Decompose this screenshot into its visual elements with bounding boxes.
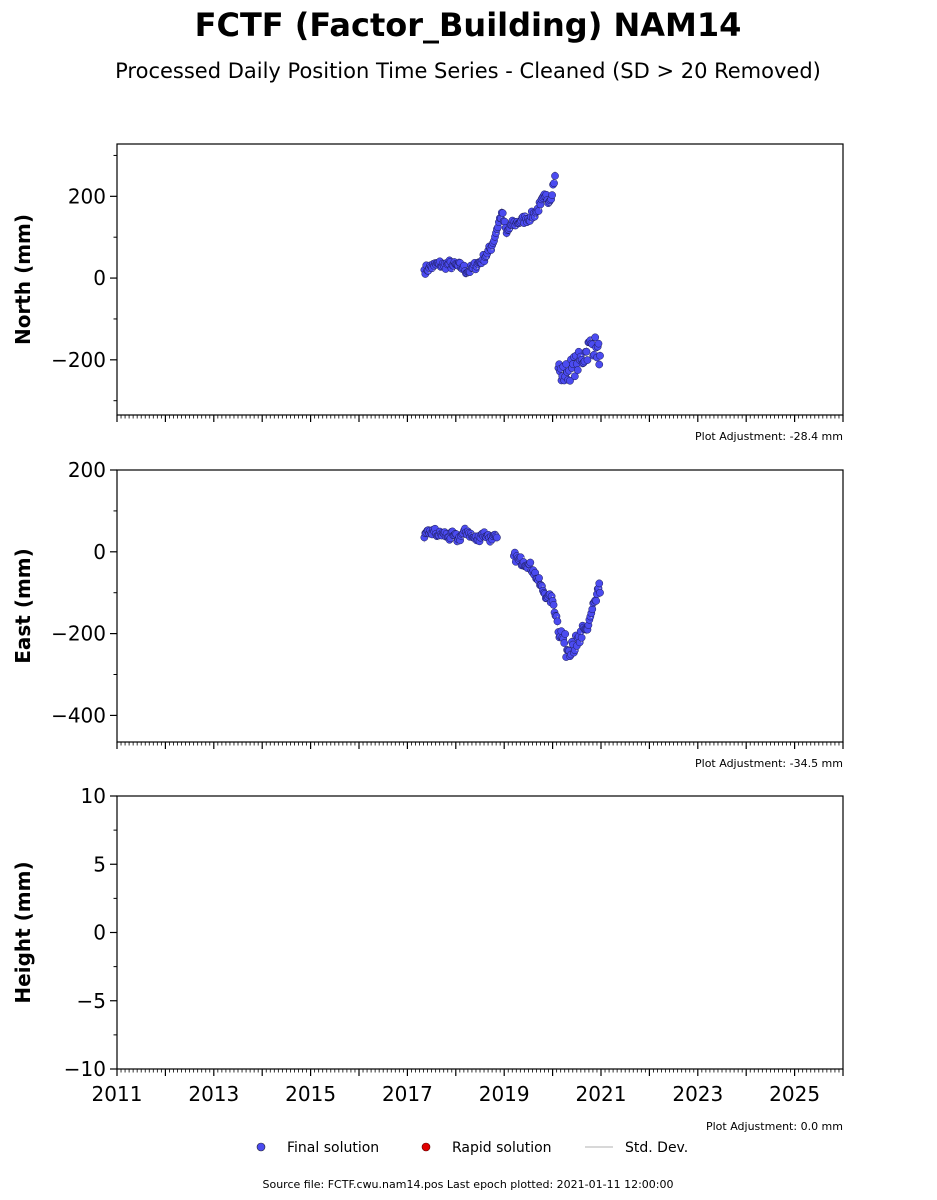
plot-adjustment-east: Plot Adjustment: -34.5 mm xyxy=(695,757,843,770)
y-tick-label-height: 10 xyxy=(81,784,106,808)
x-tick-label: 2023 xyxy=(672,1082,723,1106)
y-axis-label-east: East (mm) xyxy=(11,548,35,664)
plot-frame-height xyxy=(116,795,844,1070)
chart-subtitle: Processed Daily Position Time Series - C… xyxy=(115,59,821,83)
data-point-north xyxy=(573,366,582,374)
y-tick-label-north: 0 xyxy=(93,266,106,290)
data-point-north xyxy=(551,172,559,180)
legend-final-marker xyxy=(256,1142,266,1152)
data-point-north xyxy=(594,339,603,348)
panel-height: Height (mm) −10 −5 0 5 10 2011 2013 2015 2017 2019… xyxy=(11,784,844,1133)
plot-adjustment-north: Plot Adjustment: -28.4 mm xyxy=(695,430,843,443)
source-footer: Source file: FCTF.cwu.nam14.pos Last epo… xyxy=(263,1178,674,1191)
legend-rapid-label: Rapid solution xyxy=(452,1140,552,1156)
data-point-east xyxy=(592,597,601,605)
x-tick-label: 2025 xyxy=(769,1082,820,1106)
data-point-north xyxy=(596,351,604,360)
data-point-north xyxy=(498,209,507,217)
panels: North (mm) −200 0 200 Plot Adjustment: -28.4… xyxy=(11,143,844,1133)
legend-std-label: Std. Dev. xyxy=(625,1140,688,1156)
y-tick-label-east: 200 xyxy=(68,458,106,482)
plot-adjustment-height: Plot Adjustment: 0.0 mm xyxy=(706,1120,843,1133)
data-point-east xyxy=(535,574,543,582)
y-tick-label-east: −400 xyxy=(51,703,106,727)
x-tick-label: 2011 xyxy=(92,1082,143,1106)
y-axis-label-north: North (mm) xyxy=(11,214,35,345)
plot-frame-north xyxy=(116,143,844,416)
data-point-north xyxy=(548,191,556,199)
points-east xyxy=(420,524,604,661)
y-tick-label-east: 0 xyxy=(93,540,106,564)
data-point-north xyxy=(583,356,592,364)
data-point-north xyxy=(571,372,579,381)
y-tick-label-height: 5 xyxy=(93,852,106,876)
plot-frame-east xyxy=(116,469,844,743)
points-north xyxy=(420,170,604,385)
data-point-north xyxy=(550,179,558,188)
y-tick-label-north: −200 xyxy=(51,348,106,372)
y-axis-label-height: Height (mm) xyxy=(11,861,35,1003)
data-point-east xyxy=(526,558,535,567)
data-point-north xyxy=(591,333,600,342)
y-tick-label-height: −5 xyxy=(77,989,106,1013)
data-point-east xyxy=(595,579,604,588)
data-point-east xyxy=(549,601,558,609)
data-point-north xyxy=(582,347,591,356)
x-tick-label: 2017 xyxy=(382,1082,433,1106)
data-point-east xyxy=(561,630,570,638)
data-point-north xyxy=(566,376,574,385)
x-tick-label: 2013 xyxy=(188,1082,239,1106)
y-tick-label-height: 0 xyxy=(93,921,106,945)
x-tick-label: 2015 xyxy=(285,1082,336,1106)
chart-title: FCTF (Factor_Building) NAM14 xyxy=(195,6,742,44)
x-tick-label: 2019 xyxy=(479,1082,530,1106)
legend-rapid-marker xyxy=(421,1142,431,1152)
data-point-east xyxy=(560,639,569,647)
panel-east: East (mm) −400 −200 0 200 Plot Adjustment: -3… xyxy=(11,458,844,770)
panel-north: North (mm) −200 0 200 Plot Adjustment: -28.4… xyxy=(11,143,844,443)
data-point-north xyxy=(595,360,604,369)
x-tick-label: 2021 xyxy=(576,1082,627,1106)
y-tick-label-height: −10 xyxy=(64,1057,106,1081)
data-point-east xyxy=(493,533,501,542)
data-point-east xyxy=(553,617,562,626)
data-point-east xyxy=(596,588,604,597)
legend: Final solution Rapid solution Std. Dev. xyxy=(256,1140,688,1156)
legend-final-label: Final solution xyxy=(287,1140,379,1156)
y-tick-label-north: 200 xyxy=(68,184,106,208)
y-tick-label-east: −200 xyxy=(51,622,106,646)
data-point-north xyxy=(534,207,543,215)
data-point-east xyxy=(577,633,586,642)
